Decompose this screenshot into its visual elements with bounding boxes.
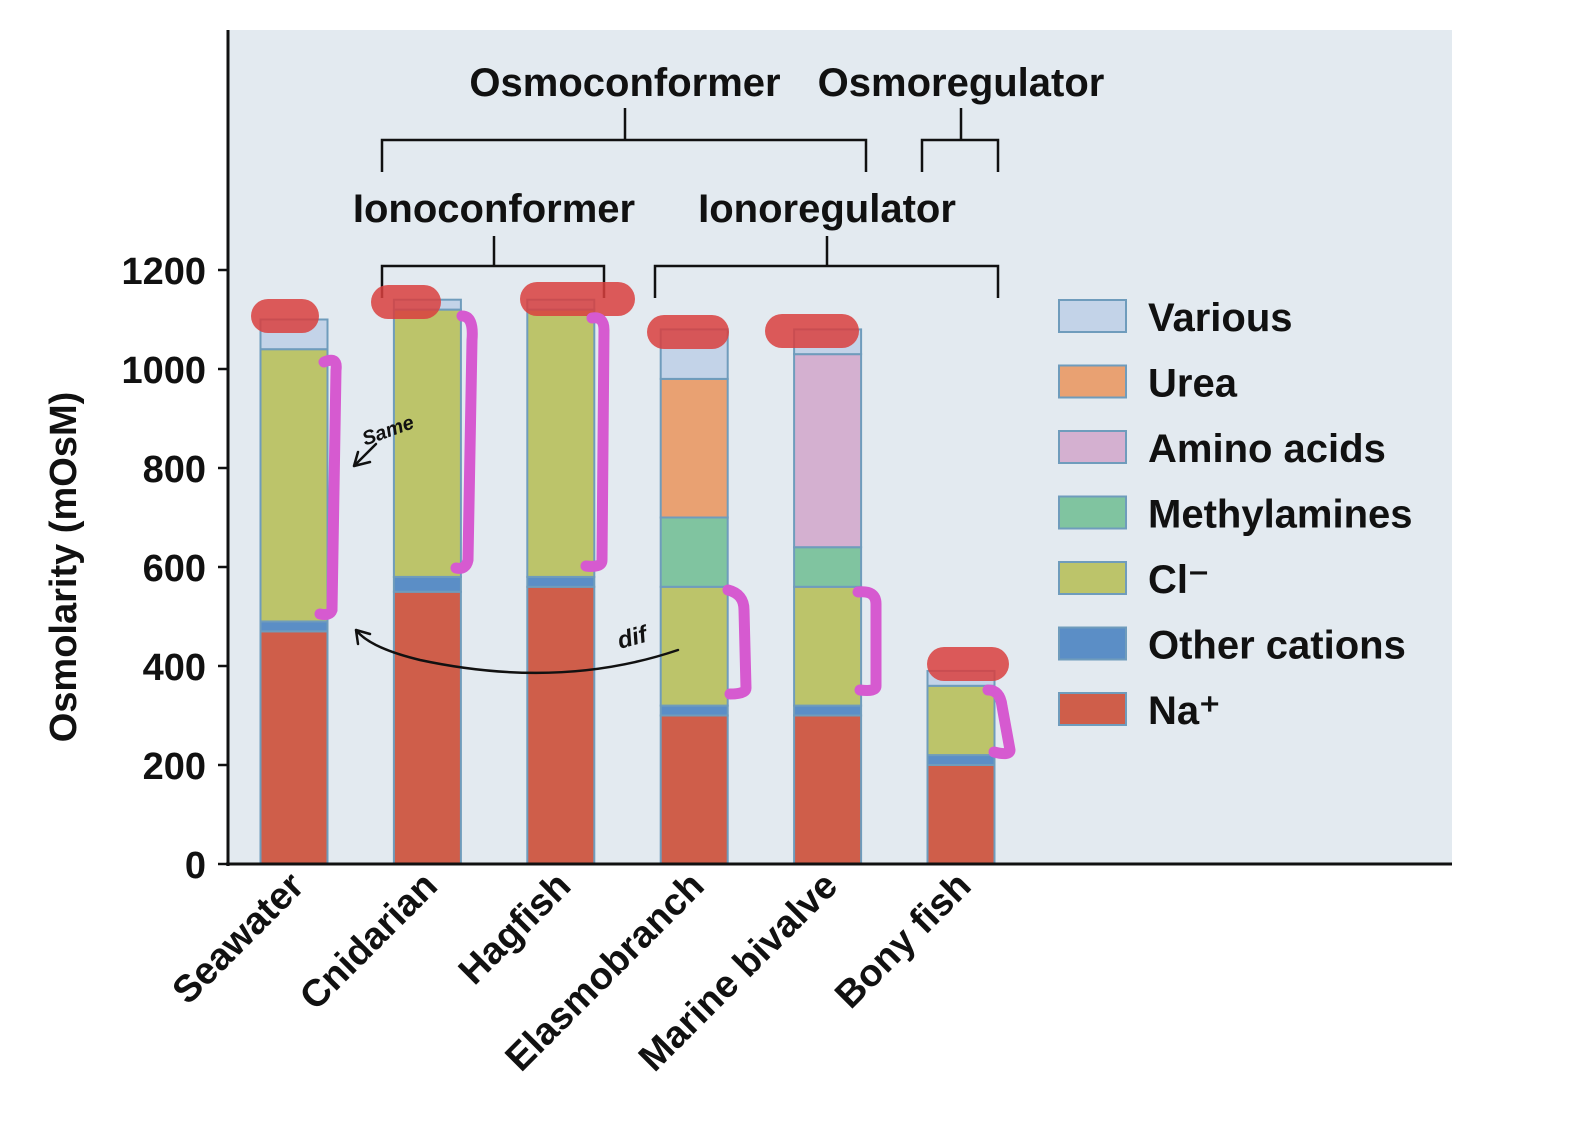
y-tick-label: 800 bbox=[143, 449, 206, 491]
y-tick-label: 1200 bbox=[121, 251, 206, 293]
bar-segment-marine-bivalve-3 bbox=[793, 546, 863, 588]
y-axis-ticks: 0 200 400 600 800 1000 1200 bbox=[121, 251, 228, 887]
bars bbox=[259, 298, 996, 865]
dif-arrow bbox=[354, 628, 680, 675]
x-tick-label: Bony fish bbox=[827, 865, 979, 1017]
ionoregulator-label: Ionoregulator bbox=[698, 187, 956, 231]
x-tick-label: Cnidarian bbox=[292, 865, 446, 1019]
bar-segment-marine-bivalve-0 bbox=[793, 714, 863, 865]
bar-segment-elasmobranch-2 bbox=[659, 585, 729, 707]
y-tick-label: 600 bbox=[143, 548, 206, 590]
bar-segment-hagfish-1 bbox=[526, 575, 596, 588]
legend-label: Amino acids bbox=[1148, 427, 1386, 471]
legend-label: Methylamines bbox=[1148, 493, 1413, 537]
bar-segment-elasmobranch-0 bbox=[659, 714, 729, 865]
legend: Various Urea Amino acids Methylamines Cl⁻ Oth… bbox=[1058, 296, 1413, 733]
bar-segment-elasmobranch-1 bbox=[659, 704, 729, 717]
y-axis-label: Osmolarity (mOsM) bbox=[43, 392, 85, 743]
legend-label: Other cations bbox=[1148, 624, 1406, 668]
osmoregulator-label: Osmoregulator bbox=[818, 61, 1105, 105]
y-tick-label: 0 bbox=[185, 845, 206, 887]
bar-segment-marine-bivalve-1 bbox=[793, 704, 863, 717]
ionoconformer-label: Ionoconformer bbox=[353, 187, 635, 231]
legend-swatch bbox=[1058, 561, 1127, 595]
bar-segment-marine-bivalve-2 bbox=[793, 585, 863, 707]
bar-segment-marine-bivalve-4 bbox=[793, 353, 863, 549]
y-tick-label: 1000 bbox=[121, 350, 206, 392]
ionoregulator-bracket bbox=[653, 236, 1000, 298]
bar-segment-seawater-2 bbox=[259, 348, 329, 623]
y-tick-label: 400 bbox=[143, 647, 206, 689]
same-arrow bbox=[352, 442, 378, 468]
y-tick-label: 200 bbox=[143, 746, 206, 788]
bar-segment-cnidarian-2 bbox=[392, 308, 462, 578]
legend-swatch bbox=[1058, 692, 1127, 726]
bar-segment-seawater-1 bbox=[259, 620, 329, 633]
legend-swatch bbox=[1058, 495, 1127, 530]
pink-brackets bbox=[314, 310, 1016, 760]
handwritten-annotations: Same dif bbox=[251, 282, 1016, 760]
osmoconformer-bracket bbox=[380, 108, 868, 172]
legend-label: Various bbox=[1148, 296, 1293, 340]
osmoregulator-bracket bbox=[920, 108, 1000, 172]
bar-segment-elasmobranch-5 bbox=[659, 377, 729, 519]
legend-label: Cl⁻ bbox=[1148, 558, 1209, 602]
bar-segment-cnidarian-0 bbox=[392, 590, 462, 865]
osmoconformer-label: Osmoconformer bbox=[469, 61, 780, 105]
red-highlights bbox=[251, 282, 1009, 681]
bar-segment-bony-fish-0 bbox=[926, 764, 996, 865]
bar-segment-bony-fish-1 bbox=[926, 754, 996, 766]
legend-swatch bbox=[1058, 364, 1127, 399]
x-tick-label: Hagfish bbox=[451, 865, 579, 993]
legend-swatch bbox=[1058, 299, 1127, 333]
bar-segment-bony-fish-2 bbox=[926, 684, 996, 757]
legend-swatch bbox=[1058, 430, 1127, 464]
bar-segment-hagfish-2 bbox=[526, 308, 596, 578]
legend-swatch bbox=[1058, 626, 1127, 661]
bar-segment-elasmobranch-3 bbox=[659, 516, 729, 588]
legend-label: Na⁺ bbox=[1148, 689, 1220, 733]
bar-segment-hagfish-0 bbox=[526, 585, 596, 865]
bar-segment-cnidarian-1 bbox=[392, 575, 462, 593]
legend-label: Urea bbox=[1148, 362, 1238, 406]
bar-segment-seawater-0 bbox=[259, 630, 329, 865]
